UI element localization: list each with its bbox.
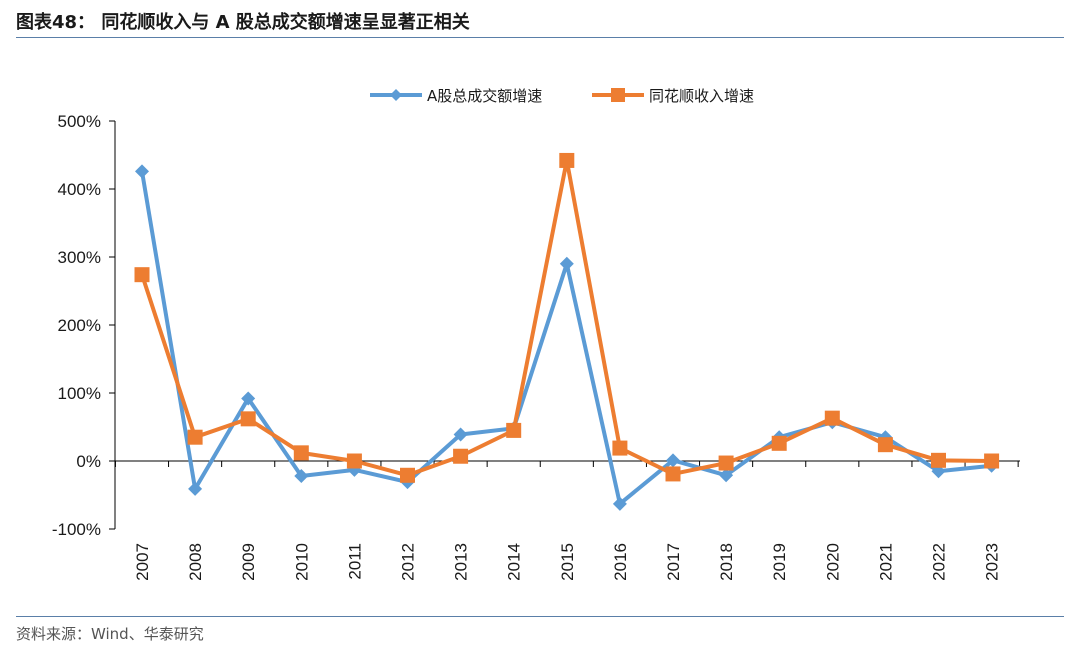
data-point (877, 437, 893, 453)
x-tick-label: 2010 (292, 543, 311, 581)
y-tick-label: 400% (58, 180, 101, 199)
data-point (293, 445, 309, 461)
data-point (665, 466, 681, 482)
data-point (453, 448, 469, 464)
y-tick-label: -100% (52, 520, 101, 539)
data-point (294, 468, 309, 483)
data-point (135, 164, 149, 179)
series-line (140, 170, 992, 506)
x-tick-label: 2019 (770, 543, 789, 581)
x-tick-label: 2014 (505, 543, 524, 581)
x-tick-label: 2012 (399, 543, 418, 581)
y-tick-label: 100% (58, 384, 101, 403)
x-tick-label: 2017 (664, 543, 683, 581)
legend: A股总成交额增速 同花顺收入增速 (370, 87, 754, 105)
legend-item-2: 同花顺收入增速 (592, 87, 754, 105)
data-point (559, 152, 575, 168)
x-tick-label: 2009 (239, 543, 258, 581)
y-tick-label: 0% (76, 452, 101, 471)
data-point (984, 453, 1000, 469)
series-2 (134, 152, 1000, 483)
x-tick-label: 2020 (823, 543, 842, 581)
legend-item-1: A股总成交额增速 (370, 87, 542, 105)
legend-label: 同花顺收入增速 (649, 87, 754, 105)
data-point (612, 440, 628, 456)
data-point (559, 256, 574, 271)
y-tick-label: 200% (58, 316, 101, 335)
x-tick-label: 2022 (930, 543, 949, 581)
data-point (824, 410, 840, 426)
data-point (134, 267, 150, 283)
x-tick-label: 2016 (611, 543, 630, 581)
data-point (400, 467, 415, 483)
data-point (931, 452, 946, 468)
axes: -100% 0% 100% 200% 300% 400% 500% 2007 2008 2009 2… (52, 112, 1020, 581)
data-point (453, 427, 468, 442)
data-point (241, 391, 256, 406)
y-tick-label: 500% (58, 112, 101, 131)
x-tick-label: 2011 (345, 543, 364, 580)
series-layer (134, 152, 1000, 511)
x-tick-label: 2023 (983, 543, 1002, 581)
legend-marker (390, 89, 402, 101)
data-point (187, 429, 203, 445)
source-note: 资料来源：Wind、华泰研究 (16, 625, 204, 643)
header-rule (16, 37, 1064, 38)
data-point (188, 481, 203, 496)
data-point (240, 411, 256, 427)
x-tick-label: 2015 (558, 543, 577, 581)
data-point (506, 422, 522, 438)
footer-rule (16, 616, 1064, 617)
data-point (719, 468, 734, 483)
x-tick-label: 2007 (133, 543, 152, 581)
y-tick-label: 300% (58, 248, 101, 267)
legend-marker (611, 88, 625, 102)
legend-label: A股总成交额增速 (427, 87, 542, 105)
data-point (666, 453, 680, 468)
data-point (718, 455, 734, 471)
series-1 (135, 164, 999, 511)
x-tick-label: 2021 (876, 543, 895, 581)
chart-title: 图表48： 同花顺收入与 A 股总成交额增速呈显著正相关 (16, 12, 470, 33)
data-point (771, 435, 787, 451)
data-point (612, 496, 627, 511)
x-tick-label: 2013 (452, 543, 471, 581)
x-tick-label: 2018 (717, 543, 736, 581)
data-point (346, 453, 362, 469)
x-tick-label: 2008 (186, 543, 205, 581)
